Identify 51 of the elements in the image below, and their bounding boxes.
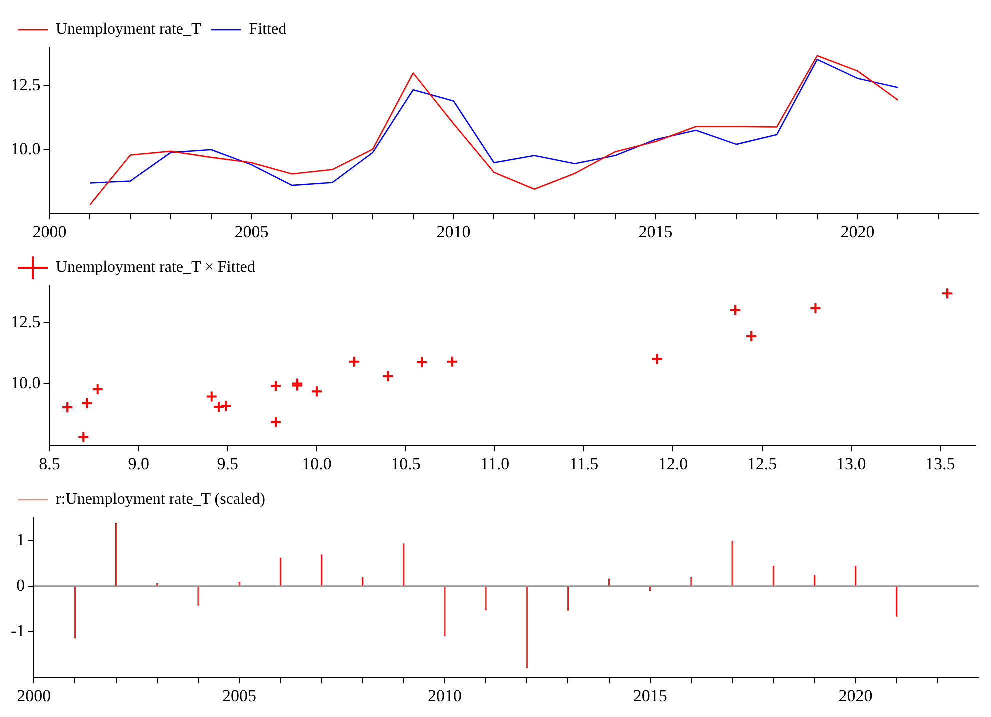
legend-label: Unemployment rate_T × Fitted xyxy=(56,259,256,276)
point xyxy=(206,390,218,403)
y-tick-label: 10.0 xyxy=(11,374,41,393)
point xyxy=(348,356,360,368)
x-tick-label: 11.5 xyxy=(570,454,599,474)
x-tick-label: 2010 xyxy=(428,686,462,706)
x-tick-label: 2005 xyxy=(222,686,257,706)
y-tick-label: 1 xyxy=(16,530,26,550)
point xyxy=(310,386,323,398)
x-tick-label: 11.0 xyxy=(480,454,510,474)
point xyxy=(78,431,90,444)
x-tick-label: 13.0 xyxy=(836,454,866,474)
x-tick-label: 8.5 xyxy=(39,454,60,474)
x-tick-label: 9.5 xyxy=(217,454,238,474)
x-tick-label: 2015 xyxy=(638,222,673,242)
x-tick-label: 13.5 xyxy=(926,454,956,474)
point xyxy=(270,380,282,392)
point xyxy=(382,370,394,382)
x-tick-label: 10.5 xyxy=(391,454,421,474)
x-tick-label: 2005 xyxy=(234,222,269,242)
point xyxy=(446,356,458,368)
point xyxy=(81,397,94,410)
point xyxy=(416,356,428,368)
legend-label: Fitted xyxy=(249,21,287,38)
y-tick-label: 12.5 xyxy=(11,312,41,332)
x-tick-label: 12.5 xyxy=(747,454,778,474)
x-tick-label: 2000 xyxy=(17,686,52,706)
x-tick-label: 2015 xyxy=(633,686,668,706)
point xyxy=(651,353,664,366)
point xyxy=(92,383,104,396)
legend-label: r:Unemployment rate_T (scaled) xyxy=(56,491,266,508)
x-tick-label: 2010 xyxy=(436,222,471,242)
point xyxy=(220,400,232,412)
y-tick-label: 0 xyxy=(16,576,26,595)
y-tick-label: 12.5 xyxy=(11,76,41,95)
y-tick-label: -1 xyxy=(10,621,26,640)
point xyxy=(730,304,742,316)
point xyxy=(212,401,225,414)
point xyxy=(942,288,954,300)
point xyxy=(62,402,74,414)
x-tick-label: 12.0 xyxy=(658,454,688,474)
point xyxy=(810,302,822,314)
x-tick-label: 10.0 xyxy=(302,454,332,474)
point xyxy=(270,416,282,428)
x-tick-label: 2020 xyxy=(838,686,873,706)
y-tick-label: 10.0 xyxy=(11,139,41,158)
x-tick-label: 2020 xyxy=(840,222,875,242)
x-tick-label: 9.0 xyxy=(128,454,150,474)
x-tick-label: 2000 xyxy=(32,222,67,242)
point xyxy=(746,330,758,342)
legend-label: Unemployment rate_T xyxy=(56,21,202,38)
